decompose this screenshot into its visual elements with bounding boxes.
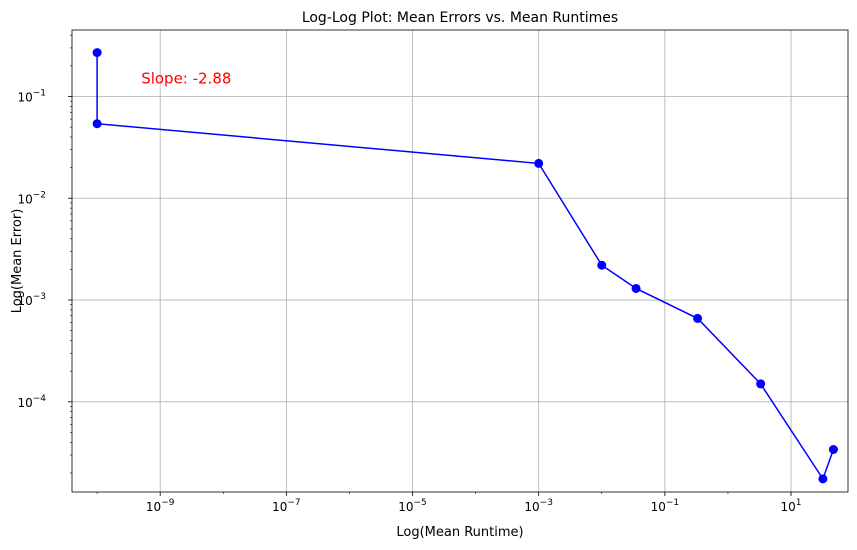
data-point [92, 119, 102, 129]
slope-annotation: Slope: -2.88 [141, 70, 231, 88]
data-point [597, 260, 607, 270]
data-point [631, 283, 641, 293]
data-point [92, 48, 102, 58]
y-axis-label: Log(Mean Error) [10, 209, 25, 314]
data-point [693, 313, 703, 323]
series [92, 48, 838, 484]
data-point [828, 445, 838, 455]
plot-frame [71, 29, 849, 493]
data-point [534, 158, 544, 168]
chart-title: Log-Log Plot: Mean Errors vs. Mean Runti… [302, 10, 618, 26]
x-axis-label: Log(Mean Runtime) [396, 525, 523, 540]
data-point [818, 474, 828, 484]
data-point [756, 379, 766, 389]
grid [72, 30, 848, 492]
